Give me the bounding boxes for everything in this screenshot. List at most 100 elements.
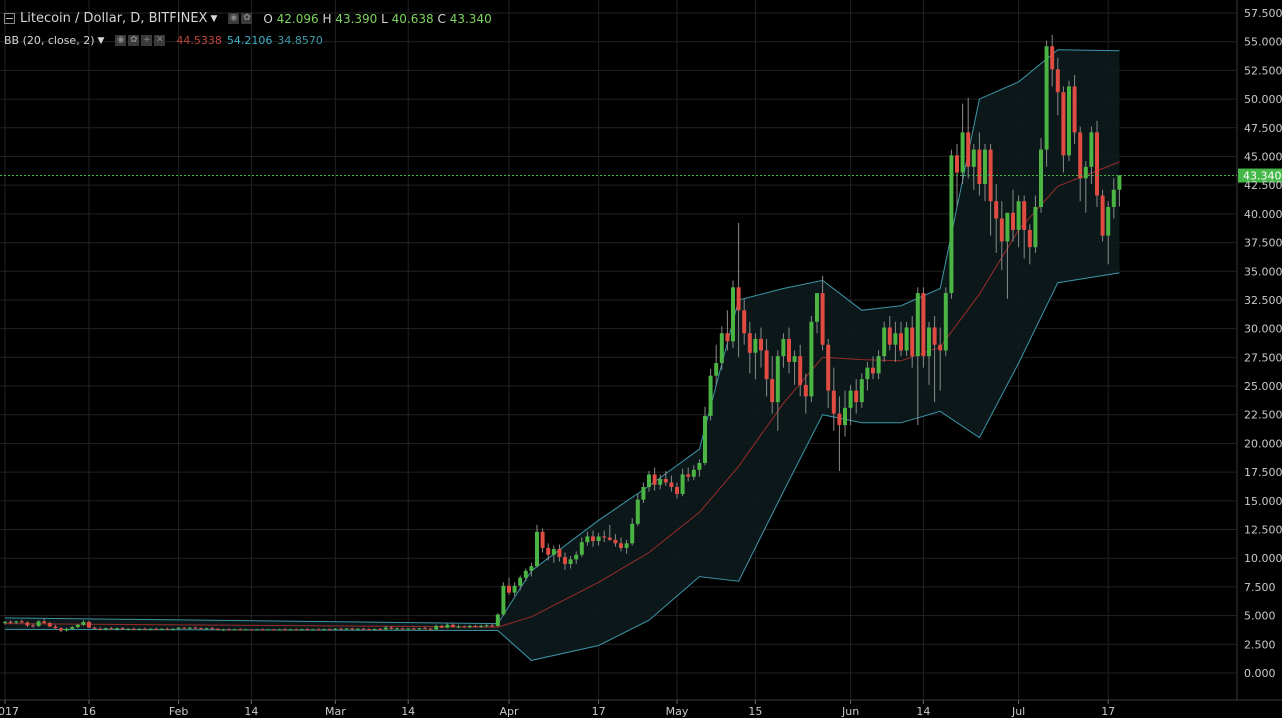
collapse-icon[interactable] xyxy=(4,13,15,24)
candle-body xyxy=(451,624,455,628)
candle xyxy=(703,406,707,466)
candle xyxy=(501,582,506,616)
candle xyxy=(243,628,248,631)
candle xyxy=(227,628,231,631)
candle xyxy=(344,628,349,630)
candle xyxy=(221,628,226,632)
add-icon[interactable]: + xyxy=(141,35,153,46)
candle xyxy=(411,627,416,630)
symbol-title[interactable]: Litecoin / Dollar, D, BITFINEX xyxy=(20,11,208,26)
candle-body xyxy=(1095,132,1099,196)
eye-icon[interactable]: ◉ xyxy=(228,13,240,24)
eye-icon[interactable]: ◉ xyxy=(115,35,127,46)
settings-icon[interactable]: ✿ xyxy=(128,35,140,46)
candle xyxy=(568,555,573,569)
candle-body xyxy=(243,629,248,631)
candle-body xyxy=(98,628,103,630)
bb-basis-line xyxy=(4,161,1120,628)
candle xyxy=(831,367,836,431)
y-tick-label: 20.000 xyxy=(1244,437,1282,450)
candle-body xyxy=(479,625,483,627)
candle-body xyxy=(775,356,780,403)
candle-body xyxy=(792,356,797,362)
candle xyxy=(215,628,220,631)
candle-body xyxy=(854,390,859,403)
candle-body xyxy=(859,379,864,403)
candle xyxy=(47,621,52,628)
candle-body xyxy=(994,201,999,219)
close-icon[interactable]: ✕ xyxy=(154,35,166,46)
candle-body xyxy=(193,627,198,629)
candle-body xyxy=(697,462,702,470)
candle xyxy=(697,459,702,477)
candle-body xyxy=(355,628,360,630)
candle xyxy=(473,624,478,628)
candle xyxy=(994,184,999,253)
candle-body xyxy=(630,523,635,544)
candle xyxy=(1078,126,1083,202)
candle-body xyxy=(1111,189,1116,207)
candle xyxy=(865,361,870,391)
candle-body xyxy=(518,577,523,586)
bollinger-bands xyxy=(4,49,1120,661)
candle xyxy=(98,627,103,631)
candle-body xyxy=(843,407,847,426)
y-tick-label: 15.000 xyxy=(1244,495,1282,508)
candle xyxy=(210,627,215,630)
bb-fill xyxy=(5,49,1120,661)
candle-body xyxy=(204,628,209,630)
candle xyxy=(428,627,433,631)
candle xyxy=(378,628,383,630)
candle xyxy=(826,338,831,408)
candle xyxy=(126,628,131,631)
candle xyxy=(322,628,327,631)
candle xyxy=(983,143,987,202)
candle xyxy=(462,625,467,628)
candle-body xyxy=(652,474,657,485)
candle xyxy=(915,287,920,426)
candle-body xyxy=(579,542,584,555)
candle-body xyxy=(893,333,898,345)
candle xyxy=(792,350,797,385)
candle xyxy=(585,531,590,546)
candle-body xyxy=(574,554,579,560)
y-axis[interactable]: 57.500 55.000 52.500 50.000 47.500 45.000 42.5… xyxy=(1244,7,1282,680)
bb-lower-value: 34.8570 xyxy=(277,34,323,47)
candle-body xyxy=(456,626,461,628)
candle xyxy=(467,624,472,629)
candle-body xyxy=(1022,201,1027,230)
candle xyxy=(1083,161,1088,213)
candle xyxy=(988,143,993,236)
candle xyxy=(3,620,7,625)
candle xyxy=(400,627,405,630)
candle xyxy=(960,103,965,185)
candle-body xyxy=(109,628,114,630)
candle-body xyxy=(327,629,332,631)
candle xyxy=(529,562,534,577)
candle-body xyxy=(423,628,427,630)
high-value: 43.390 xyxy=(335,11,378,26)
y-tick-label: 52.500 xyxy=(1244,64,1282,77)
bb-lower-line xyxy=(4,272,1120,661)
candle xyxy=(641,482,646,504)
chevron-down-icon[interactable]: ▼ xyxy=(97,35,105,46)
chevron-down-icon[interactable]: ▼ xyxy=(210,13,218,24)
candle-body xyxy=(176,627,181,629)
candle xyxy=(848,384,853,426)
candle xyxy=(299,628,304,631)
indicator-name[interactable]: BB (20, close, 2) xyxy=(4,34,95,47)
settings-icon[interactable]: ✿ xyxy=(241,13,253,24)
candle xyxy=(630,518,635,546)
candle-body xyxy=(831,390,836,414)
x-axis[interactable]: 2017 16 Feb 14 Mar 14 Apr 17 May 15 Jun 14 Jul 17 xyxy=(0,700,1115,718)
candle xyxy=(540,528,545,553)
candle-body xyxy=(1044,46,1049,150)
candle xyxy=(518,575,523,591)
candle xyxy=(1027,224,1032,265)
candle xyxy=(266,628,271,631)
open-value: 42.096 xyxy=(276,11,319,26)
candle-body xyxy=(1061,92,1066,156)
candle xyxy=(591,530,595,547)
y-tick-label: 12.500 xyxy=(1244,524,1282,537)
